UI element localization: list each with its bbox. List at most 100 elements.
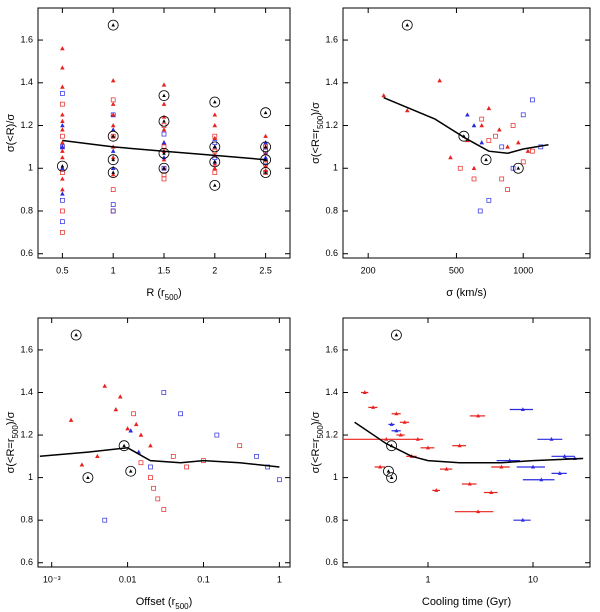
triangle-point xyxy=(110,78,116,83)
triangle-point xyxy=(60,155,65,160)
axis-label-part: ) xyxy=(189,596,193,608)
triangle-point xyxy=(110,112,116,117)
circle-ring xyxy=(158,162,170,174)
circled-point xyxy=(118,440,130,452)
triangle-point xyxy=(110,148,116,153)
circle-core xyxy=(111,23,115,27)
circle-ring xyxy=(107,154,119,166)
axis-label-part: σ (km/s) xyxy=(446,287,486,299)
square-point xyxy=(60,230,65,235)
circle-core xyxy=(263,144,268,149)
circle-ring xyxy=(209,96,221,108)
square-point xyxy=(520,112,526,118)
circle-core xyxy=(405,23,410,27)
panel: 0.6 0.8 1 1.2 1.4 1.6 200 500 1000 σ (km/s) σ(<R=r… xyxy=(310,7,591,299)
circle-ring xyxy=(82,472,94,484)
x-tick-label: 10 xyxy=(528,574,538,584)
square-point xyxy=(161,507,167,512)
x-tick-label: 0.5 xyxy=(56,265,69,275)
errorbar-point xyxy=(476,509,481,514)
circle-ring xyxy=(480,154,492,166)
triangle-point xyxy=(138,432,144,437)
square-point xyxy=(110,187,116,192)
square-point xyxy=(457,165,463,171)
square-point xyxy=(184,464,190,470)
square-point xyxy=(161,390,167,395)
circle-ring xyxy=(260,141,272,153)
square-point xyxy=(110,208,116,214)
circle-ring xyxy=(401,19,413,31)
circle-core xyxy=(162,151,166,155)
errorbar-point xyxy=(426,445,431,450)
errorbar-point xyxy=(389,422,394,426)
circle-core xyxy=(213,100,217,104)
square-point xyxy=(212,170,218,175)
axis-label: Offset (r500) xyxy=(136,596,193,611)
square-point xyxy=(161,123,167,128)
y-tick-label: 0.6 xyxy=(20,557,33,567)
circle-core xyxy=(213,183,217,187)
axis-label-part: Offset (r xyxy=(136,596,176,608)
triangle-point xyxy=(263,155,268,160)
circle-ring xyxy=(458,130,470,142)
triangle-point xyxy=(505,144,510,149)
triangle-point xyxy=(465,112,470,117)
triangle-point xyxy=(60,123,65,128)
circle-ring xyxy=(56,160,68,172)
triangle-point xyxy=(60,84,65,89)
circled-point xyxy=(82,472,94,484)
square-point xyxy=(254,453,259,459)
errorbar-point xyxy=(557,471,562,475)
trend-line xyxy=(354,421,584,464)
y-tick-label: 1.4 xyxy=(20,77,33,87)
errorbar-point xyxy=(371,405,376,409)
y-tick-label: 0.8 xyxy=(20,205,33,215)
square-point xyxy=(161,131,167,137)
panel: 0.6 0.8 1 1.2 1.4 1.6 1 10 Cooling time (Gyr) σ(<… xyxy=(310,317,591,608)
square-point xyxy=(155,496,161,502)
triangle-point xyxy=(133,421,139,427)
triangle-point xyxy=(60,191,65,196)
circled-point xyxy=(158,162,170,174)
circle-ring xyxy=(260,167,272,178)
triangle-point xyxy=(60,118,65,123)
triangle-point xyxy=(479,123,485,128)
circled-point xyxy=(158,147,170,159)
x-tick-label: 2.5 xyxy=(259,265,272,275)
errorbar-point xyxy=(520,407,525,412)
square-point xyxy=(530,148,535,154)
circled-point xyxy=(260,167,272,178)
triangle-point xyxy=(60,140,65,145)
triangle-point xyxy=(212,161,218,166)
square-point xyxy=(477,208,483,214)
circle-core xyxy=(74,333,78,337)
errorbar-point xyxy=(467,481,472,486)
errorbar-point xyxy=(362,390,367,394)
y-tick-label: 0.6 xyxy=(325,557,338,567)
axis-label: σ(<R=r500)/σ xyxy=(310,102,325,164)
circle-core xyxy=(389,475,394,480)
errorbar-point xyxy=(499,464,504,469)
square-point xyxy=(510,165,516,171)
circle-ring xyxy=(386,440,398,452)
trend-line xyxy=(383,97,549,155)
errorbar-point xyxy=(562,454,567,458)
errorbar-point xyxy=(415,437,420,441)
axis-label: σ(<R=r500)/σ xyxy=(310,411,325,473)
triangle-point xyxy=(79,462,85,467)
circled-point xyxy=(209,141,221,153)
triangle-point xyxy=(110,123,116,128)
triangle-point xyxy=(60,144,65,149)
square-point xyxy=(148,464,153,470)
y-tick-label: 0.8 xyxy=(325,205,338,215)
errorbar-point xyxy=(398,432,403,437)
errorbar-point xyxy=(489,490,494,495)
square-point xyxy=(60,170,65,175)
circled-point xyxy=(158,115,170,127)
trend-line xyxy=(62,139,266,161)
circled-point xyxy=(391,329,402,341)
axis-label-part: σ(<R=r xyxy=(310,129,322,164)
y-tick-label: 1 xyxy=(28,472,33,482)
triangle-point xyxy=(486,105,492,111)
